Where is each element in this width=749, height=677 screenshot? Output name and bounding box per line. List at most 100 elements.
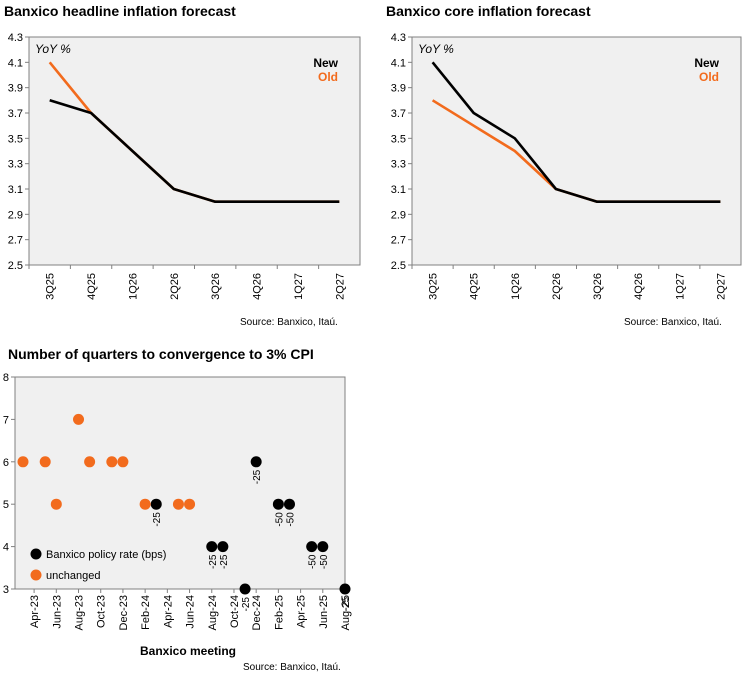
rate-cut-point	[250, 456, 262, 468]
unchanged-point	[84, 456, 96, 468]
unchanged-point	[50, 498, 62, 510]
core-x-tick-label: 4Q25	[469, 273, 481, 300]
convergence-y-tick-label: 7	[3, 414, 9, 426]
headline-legend-old: Old	[318, 70, 338, 84]
headline-y-tick-label: 3.1	[8, 184, 23, 196]
convergence-legend-label-0: Banxico policy rate (bps)	[46, 549, 166, 561]
core-y-tick-label: 2.9	[391, 209, 406, 221]
convergence-x-tick-label: Apr-23	[29, 595, 41, 628]
rate-cut-point	[150, 498, 162, 510]
headline-plot-area	[28, 36, 361, 266]
convergence-legend-marker-0	[30, 548, 42, 560]
headline-y-tick-label: 2.7	[8, 235, 23, 247]
headline-x-tick-label: 1Q26	[127, 273, 139, 300]
convergence-legend-label-1: unchanged	[46, 570, 100, 582]
headline-y-tick-label: 3.9	[8, 83, 23, 95]
core-x-tick-label: 3Q26	[592, 273, 604, 300]
unchanged-point	[117, 456, 129, 468]
convergence-x-tick-label: Feb-25	[273, 595, 285, 630]
headline-chart-title: Banxico headline inflation forecast	[4, 3, 236, 19]
unchanged-point	[106, 456, 118, 468]
core-x-tick-label: 3Q25	[428, 273, 440, 300]
headline-x-tick-label: 2Q26	[169, 273, 181, 300]
convergence-y-tick-label: 5	[3, 499, 9, 511]
rate-cut-label: -50	[285, 512, 296, 527]
unchanged-point	[184, 498, 196, 510]
core-y-tick-label: 3.9	[391, 83, 406, 95]
core-x-tick-label: 1Q27	[674, 273, 686, 300]
headline-y-tick-label: 4.3	[8, 32, 23, 44]
rate-cut-point	[206, 541, 218, 553]
convergence-y-tick-label: 4	[3, 542, 9, 554]
core-unit-label: YoY %	[418, 42, 454, 56]
rate-cut-point	[272, 498, 284, 510]
core-series-line-new	[431, 61, 721, 203]
headline-y-tick-label: 2.5	[8, 260, 23, 272]
convergence-x-tick-label: Jun-23	[51, 595, 63, 629]
unchanged-point	[139, 498, 151, 510]
convergence-x-axis-label: Banxico meeting	[140, 644, 236, 658]
core-y-tick-label: 3.7	[391, 108, 406, 120]
rate-cut-label: -50	[319, 554, 330, 569]
core-y-tick-label: 3.1	[391, 184, 406, 196]
convergence-y-tick-label: 8	[3, 372, 9, 384]
convergence-x-tick-label: Oct-23	[96, 595, 108, 628]
convergence-x-tick-label: Apr-25	[296, 595, 308, 628]
headline-y-tick-label: 3.7	[8, 108, 23, 120]
unchanged-point	[73, 413, 85, 425]
rate-cut-label: -50	[308, 554, 319, 569]
rate-cut-point	[339, 583, 351, 595]
core-x-tick-label: 2Q26	[551, 273, 563, 300]
rate-cut-label: -50	[274, 512, 285, 527]
convergence-x-tick-label: Aug-25	[340, 595, 352, 630]
unchanged-point	[39, 456, 51, 468]
headline-y-tick-label: 3.3	[8, 159, 23, 171]
headline-unit-label: YoY %	[35, 42, 71, 56]
convergence-x-tick-label: Apr-24	[162, 595, 174, 628]
convergence-x-tick-label: Jun-25	[318, 595, 330, 629]
core-y-tick-label: 4.1	[391, 57, 406, 69]
convergence-legend-marker-1	[30, 569, 42, 581]
core-chart-title: Banxico core inflation forecast	[386, 3, 591, 19]
core-x-tick-label: 4Q26	[633, 273, 645, 300]
headline-x-tick-label: 3Q26	[210, 273, 222, 300]
convergence-x-tick-label: Dec-23	[118, 595, 130, 630]
rate-cut-label: -25	[219, 554, 230, 569]
convergence-x-tick-label: Oct-24	[229, 595, 241, 628]
headline-y-tick-label: 4.1	[8, 57, 23, 69]
rate-cut-point	[317, 541, 329, 553]
convergence-x-tick-label: Feb-24	[140, 595, 152, 630]
convergence-source: Source: Banxico, Itaú.	[243, 662, 341, 673]
core-y-tick-label: 2.5	[391, 260, 406, 272]
headline-x-tick-label: 4Q26	[252, 273, 264, 300]
convergence-x-tick-label: Dec-24	[251, 595, 263, 630]
rate-cut-label: -25	[252, 469, 263, 484]
rate-cut-point	[306, 541, 318, 553]
core-x-tick-label: 1Q26	[510, 273, 522, 300]
convergence-y-tick-label: 3	[3, 584, 9, 596]
headline-legend-new: New	[313, 56, 338, 70]
core-legend-old: Old	[699, 70, 719, 84]
convergence-x-tick-label: Aug-23	[74, 595, 86, 630]
core-y-tick-label: 3.3	[391, 159, 406, 171]
headline-series-line-new	[49, 99, 340, 203]
core-source: Source: Banxico, Itaú.	[624, 317, 722, 328]
convergence-plot-area	[14, 376, 346, 590]
headline-y-tick-label: 3.5	[8, 133, 23, 145]
core-x-tick-label: 2Q27	[715, 273, 727, 300]
rate-cut-label: -25	[152, 512, 163, 527]
convergence-chart-title: Number of quarters to convergence to 3% …	[8, 346, 314, 362]
convergence-y-tick-label: 6	[3, 457, 9, 469]
unchanged-point	[17, 456, 29, 468]
core-plot-area	[411, 36, 742, 266]
headline-y-tick-label: 2.9	[8, 209, 23, 221]
rate-cut-label: -25	[241, 597, 252, 612]
headline-x-tick-label: 2Q27	[334, 273, 346, 300]
rate-cut-label: -25	[208, 554, 219, 569]
rate-cut-label: -25	[341, 597, 352, 612]
unchanged-point	[172, 498, 184, 510]
headline-x-tick-label: 1Q27	[293, 273, 305, 300]
core-legend-new: New	[694, 56, 719, 70]
rate-cut-point	[217, 541, 229, 553]
